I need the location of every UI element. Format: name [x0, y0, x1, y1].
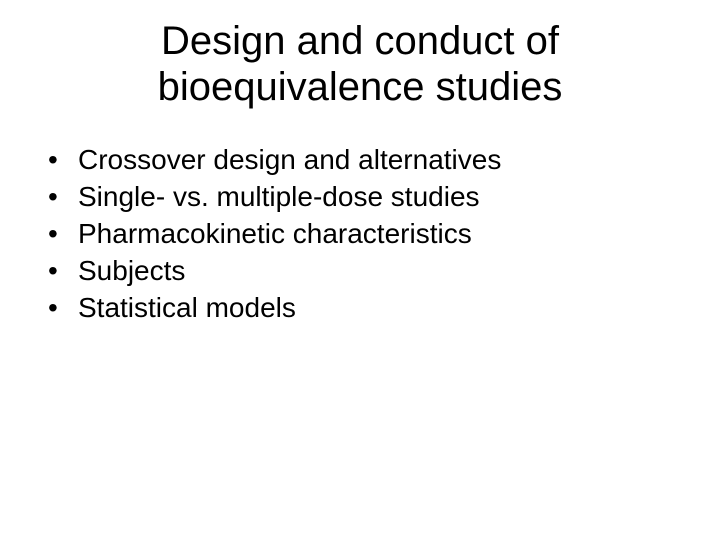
list-item: • Statistical models	[44, 290, 720, 325]
title-line-2: bioequivalence studies	[158, 65, 563, 109]
bullet-icon: •	[44, 142, 78, 177]
list-item: • Subjects	[44, 253, 720, 288]
bullet-icon: •	[44, 253, 78, 288]
bullet-text: Single- vs. multiple-dose studies	[78, 179, 480, 214]
bullet-text: Statistical models	[78, 290, 296, 325]
bullet-text: Subjects	[78, 253, 185, 288]
list-item: • Pharmacokinetic characteristics	[44, 216, 720, 251]
list-item: • Crossover design and alternatives	[44, 142, 720, 177]
bullet-list: • Crossover design and alternatives • Si…	[0, 142, 720, 325]
slide-title: Design and conduct of bioequivalence stu…	[0, 18, 720, 110]
bullet-icon: •	[44, 216, 78, 251]
title-line-1: Design and conduct of	[161, 19, 559, 63]
slide: Design and conduct of bioequivalence stu…	[0, 0, 720, 540]
bullet-icon: •	[44, 179, 78, 214]
list-item: • Single- vs. multiple-dose studies	[44, 179, 720, 214]
bullet-text: Crossover design and alternatives	[78, 142, 501, 177]
bullet-icon: •	[44, 290, 78, 325]
bullet-text: Pharmacokinetic characteristics	[78, 216, 472, 251]
